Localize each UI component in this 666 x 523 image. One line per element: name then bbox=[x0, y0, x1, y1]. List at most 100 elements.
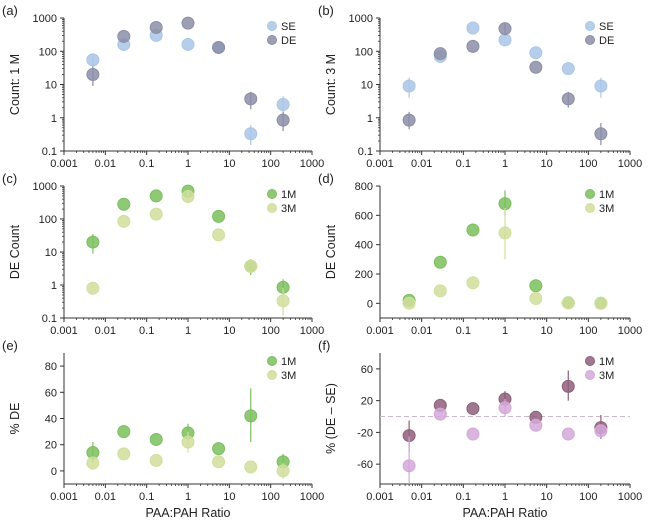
data-point bbox=[86, 281, 100, 295]
panel-letter: (a) bbox=[2, 3, 18, 18]
x-tick-label: 0.1 bbox=[456, 491, 471, 503]
panel-a bbox=[60, 16, 313, 155]
data-point bbox=[402, 113, 416, 127]
data-point bbox=[466, 276, 480, 290]
data-point bbox=[244, 127, 258, 141]
legend-marker bbox=[585, 189, 595, 199]
x-tick-label: 10 bbox=[541, 325, 553, 337]
data-point bbox=[117, 447, 131, 461]
data-point bbox=[529, 60, 543, 74]
panel-d bbox=[376, 185, 631, 322]
y-tick-label: 400 bbox=[355, 240, 373, 252]
x-tick-label: 1000 bbox=[618, 158, 642, 170]
legend-label: DE bbox=[599, 35, 614, 47]
panel-e bbox=[60, 353, 313, 488]
x-tick-label: 0.1 bbox=[139, 325, 154, 337]
panel-letter: (e) bbox=[2, 338, 18, 353]
data-point bbox=[117, 197, 131, 211]
panel-letter: (c) bbox=[2, 171, 17, 186]
legend-label: SE bbox=[281, 21, 296, 33]
x-tick-label: 1000 bbox=[300, 325, 324, 337]
x-tick-label: 100 bbox=[579, 158, 597, 170]
y-tick-label: 600 bbox=[355, 210, 373, 222]
panel-c bbox=[60, 184, 313, 322]
y-tick-label: 20 bbox=[45, 440, 57, 452]
data-point bbox=[466, 39, 480, 53]
legend-marker bbox=[267, 370, 277, 380]
data-point bbox=[149, 432, 163, 446]
data-point bbox=[181, 37, 195, 51]
data-point bbox=[276, 113, 290, 127]
data-point bbox=[433, 407, 447, 421]
y-tick-label: 1 bbox=[367, 113, 373, 125]
data-point bbox=[466, 427, 480, 441]
y-tick-label: 40 bbox=[45, 414, 57, 426]
x-tick-label: 1000 bbox=[618, 491, 642, 503]
x-tick-label: 0.1 bbox=[456, 325, 471, 337]
legend-label: 1M bbox=[599, 356, 614, 368]
data-point bbox=[402, 79, 416, 93]
data-point bbox=[244, 92, 258, 106]
y-tick-label: 100 bbox=[39, 214, 57, 226]
x-axis-title: PAA:PAH Ratio bbox=[146, 506, 231, 520]
data-point bbox=[212, 40, 226, 54]
data-point bbox=[276, 294, 290, 308]
legend-marker bbox=[267, 356, 277, 366]
x-tick-label: 0.1 bbox=[139, 158, 154, 170]
data-point bbox=[149, 453, 163, 467]
data-point bbox=[86, 235, 100, 249]
data-point bbox=[402, 459, 416, 473]
x-tick-label: 0.1 bbox=[456, 158, 471, 170]
data-point bbox=[212, 228, 226, 242]
data-point bbox=[498, 22, 512, 36]
x-tick-label: 0.01 bbox=[95, 158, 116, 170]
panel-b bbox=[376, 17, 631, 155]
legend-marker bbox=[267, 203, 277, 213]
series-3m bbox=[402, 208, 608, 310]
data-point bbox=[561, 379, 575, 393]
x-tick-label: 1 bbox=[185, 491, 191, 503]
y-tick-label: -20 bbox=[357, 427, 373, 439]
x-tick-label: 0.01 bbox=[95, 325, 116, 337]
legend-marker bbox=[585, 35, 595, 45]
y-tick-label: 10 bbox=[45, 247, 57, 259]
x-tick-label: 0.01 bbox=[411, 158, 432, 170]
x-tick-label: 100 bbox=[261, 158, 279, 170]
data-point bbox=[594, 296, 608, 310]
x-tick-label: 1 bbox=[502, 325, 508, 337]
data-point bbox=[86, 67, 100, 81]
data-point bbox=[86, 53, 100, 67]
data-point bbox=[529, 279, 543, 293]
x-tick-label: 100 bbox=[261, 325, 279, 337]
data-point bbox=[561, 296, 575, 310]
data-point bbox=[498, 197, 512, 211]
legend-label: 3M bbox=[281, 370, 296, 382]
x-tick-label: 0.01 bbox=[95, 491, 116, 503]
data-point bbox=[212, 209, 226, 223]
data-point bbox=[402, 296, 416, 310]
data-point bbox=[212, 455, 226, 469]
x-tick-label: 100 bbox=[261, 491, 279, 503]
data-point bbox=[466, 402, 480, 416]
series-se bbox=[86, 28, 290, 146]
y-tick-label: 10 bbox=[45, 80, 57, 92]
data-point bbox=[244, 409, 258, 423]
x-tick-label: 100 bbox=[579, 325, 597, 337]
x-tick-label: 1000 bbox=[618, 325, 642, 337]
y-axis-title: Count: 1 M bbox=[8, 54, 22, 115]
legend-marker bbox=[585, 203, 595, 213]
y-tick-label: 0.1 bbox=[42, 146, 57, 158]
y-tick-label: -60 bbox=[357, 459, 373, 471]
legend-marker bbox=[585, 21, 595, 31]
series-3m bbox=[86, 190, 290, 316]
y-tick-label: 0.1 bbox=[42, 313, 57, 325]
x-tick-label: 10 bbox=[223, 158, 235, 170]
x-tick-label: 1 bbox=[185, 325, 191, 337]
x-tick-label: 1 bbox=[502, 158, 508, 170]
y-tick-label: 800 bbox=[355, 181, 373, 193]
data-point bbox=[86, 456, 100, 470]
x-tick-label: 100 bbox=[579, 491, 597, 503]
data-point bbox=[181, 16, 195, 30]
y-tick-label: 20 bbox=[361, 396, 373, 408]
data-point bbox=[594, 79, 608, 93]
